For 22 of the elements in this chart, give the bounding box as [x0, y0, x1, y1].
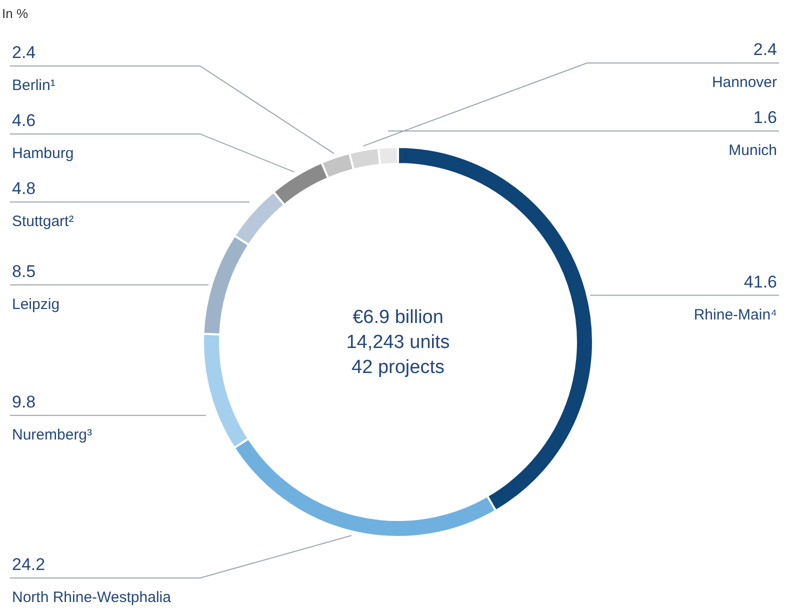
data-label: 9.8 [12, 392, 36, 412]
text: €6.9 billion [352, 307, 444, 328]
slice-label: Munich [728, 142, 777, 159]
data-label: 2.4 [12, 42, 36, 62]
data-label: 4.8 [12, 178, 36, 198]
slice-label: Stuttgart² [12, 212, 74, 230]
data-label: 8.5 [12, 262, 36, 281]
slice-label: Hannover [712, 74, 777, 91]
data-label: 1.6 [753, 108, 777, 127]
data-label: 2.4 [753, 40, 777, 59]
slice-label: Leipzig [12, 296, 60, 313]
slice-label: Hamburg [12, 144, 74, 162]
slice-label: Rhine-Main⁴ [694, 306, 777, 324]
data-label: 24.2 [12, 555, 46, 574]
text: 14,243 units [346, 332, 450, 353]
data-label: 41.6 [744, 272, 777, 292]
data-label: 4.6 [12, 110, 36, 130]
slice-label: Berlin¹ [12, 76, 56, 94]
text: 42 projects [352, 357, 444, 378]
text: In % [2, 6, 28, 21]
slice-label: North Rhine-Westphalia [12, 589, 172, 606]
slice-label: Nuremberg³ [12, 426, 92, 444]
